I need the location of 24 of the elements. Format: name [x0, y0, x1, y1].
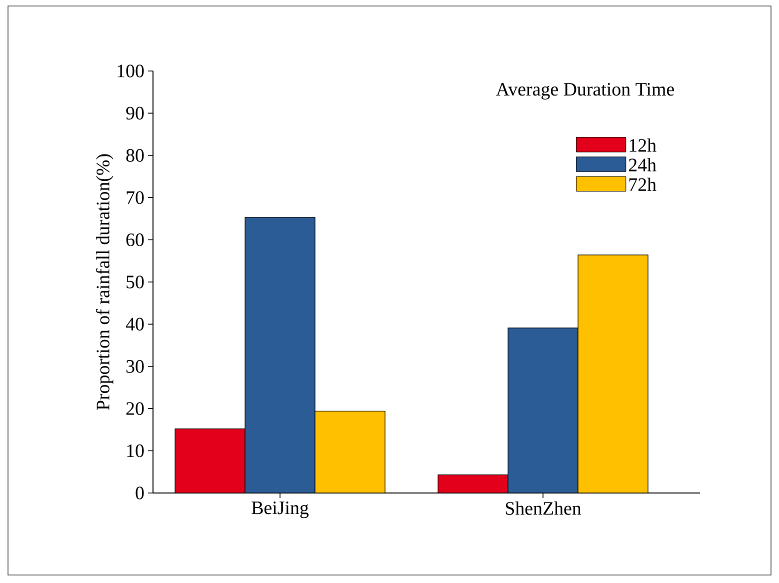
bar [438, 474, 508, 493]
y-tick-label: 100 [118, 64, 144, 78]
y-tick-label: 20 [126, 402, 144, 415]
bar [508, 328, 578, 493]
y-tick-label: 10 [127, 444, 144, 458]
y-tick-label: 80 [126, 149, 144, 162]
x-tick-label: ShenZhen [506, 502, 582, 515]
bar [578, 254, 648, 493]
bar [314, 410, 386, 493]
legend-title: Average Duration Time [496, 82, 674, 100]
bar [244, 217, 316, 493]
legend-label: 72h [629, 178, 656, 191]
y-tick-label: 30 [126, 360, 144, 373]
legend-label: 24h [628, 158, 656, 172]
y-tick-label: 40 [126, 318, 144, 331]
y-tick-label: 90 [126, 106, 144, 120]
y-tick-label: 70 [126, 191, 144, 204]
x-tick-label: BeiJing [252, 502, 309, 518]
legend-label: 12h [630, 138, 656, 152]
y-tick-label: 50 [126, 276, 144, 288]
y-tick-label: 60 [126, 233, 144, 246]
y-tick-label: 0 [136, 486, 144, 500]
y-axis-title: Proportion of rainfall duration(%) [96, 154, 114, 410]
bar [174, 428, 246, 493]
